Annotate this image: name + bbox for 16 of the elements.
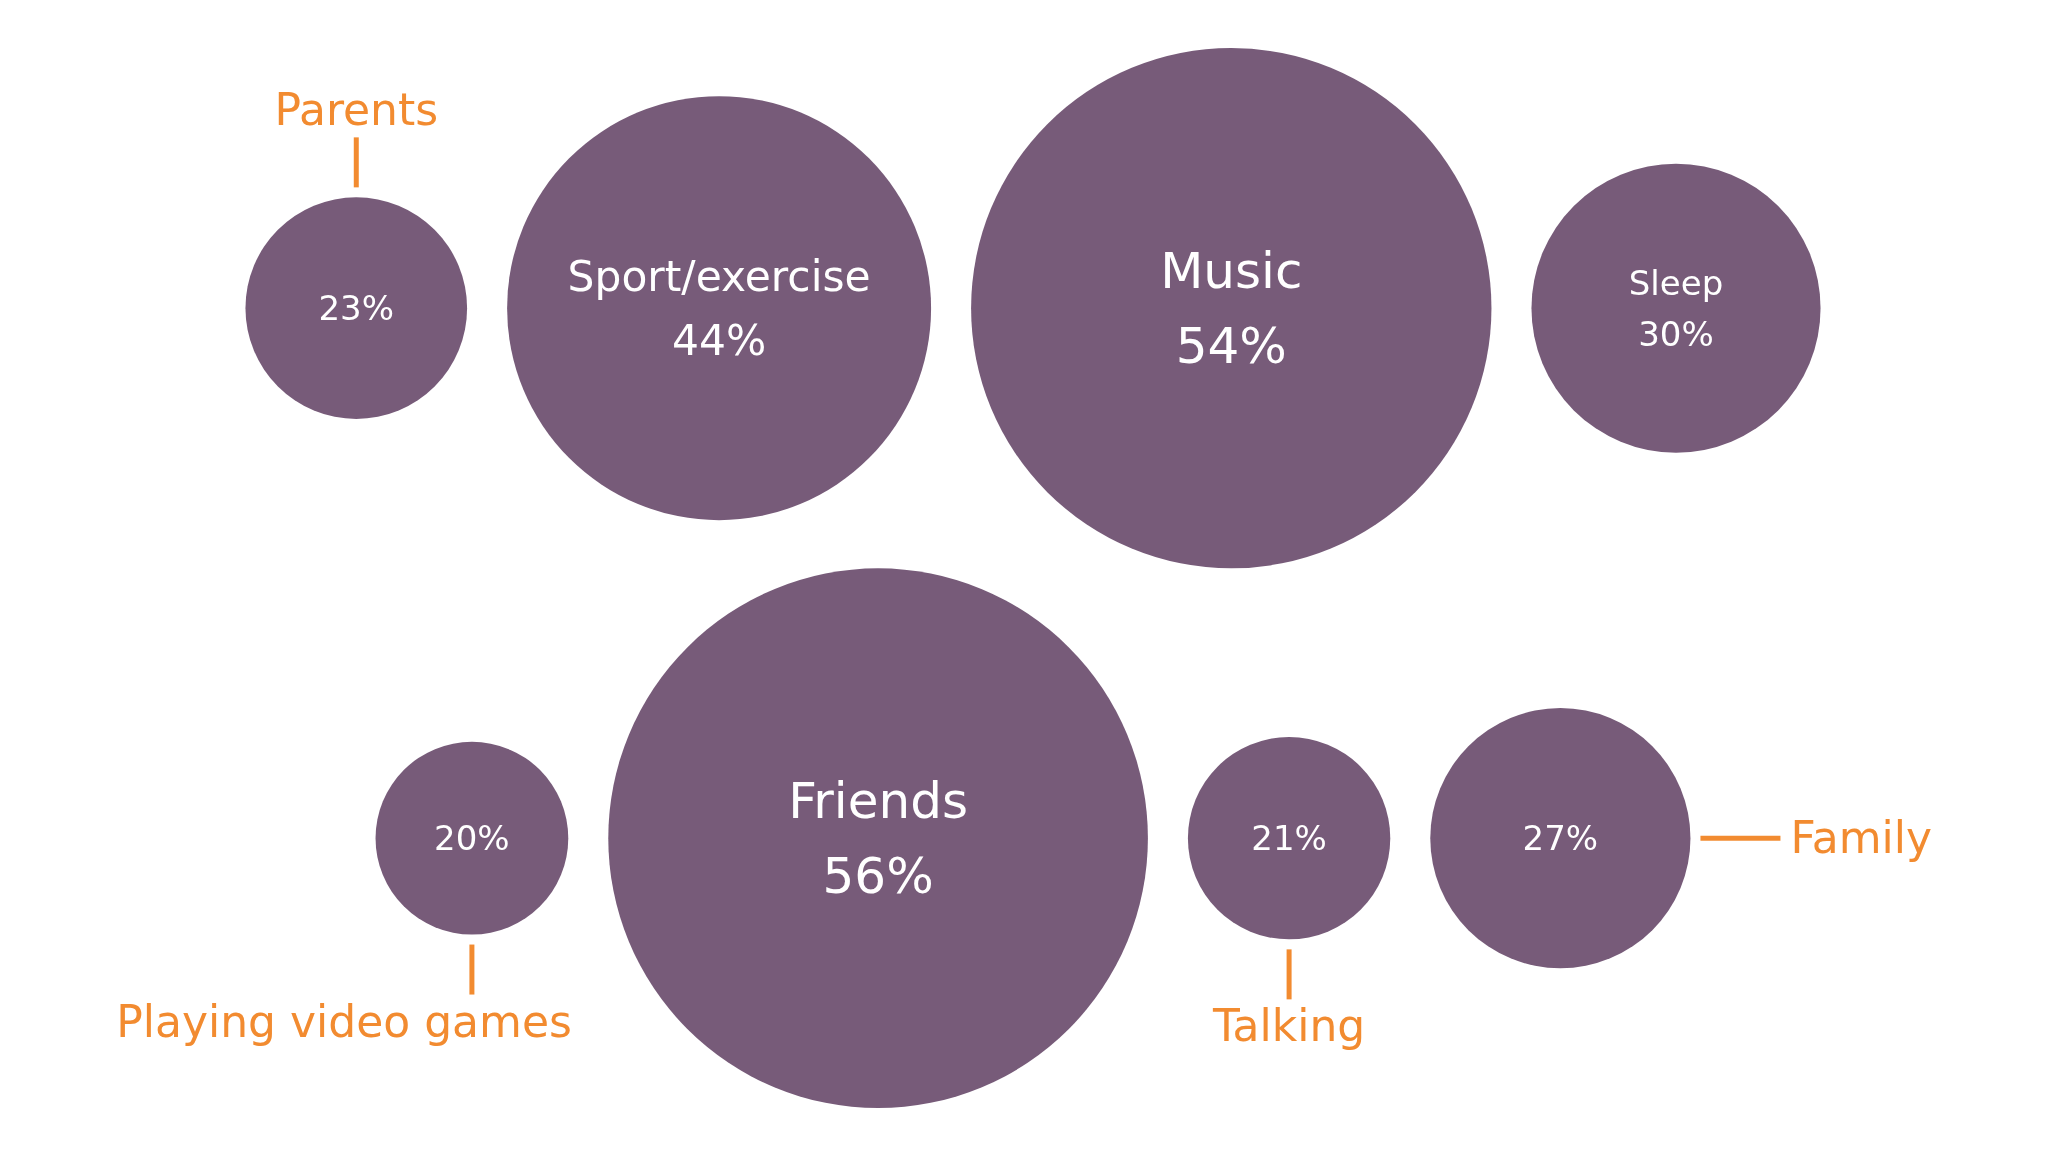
category-label: Music xyxy=(1160,242,1303,301)
data-label: 23% xyxy=(318,288,395,329)
category-label: Parents xyxy=(274,84,439,136)
data-label: 44% xyxy=(671,315,767,365)
data-label: 30% xyxy=(1638,313,1714,354)
category-label: Talking xyxy=(1211,1000,1366,1052)
category-label: Sport/exercise xyxy=(567,252,871,302)
data-label: 56% xyxy=(822,847,934,906)
data-label: 20% xyxy=(434,818,510,859)
data-label: 21% xyxy=(1251,818,1327,859)
category-label: Friends xyxy=(788,772,968,831)
category-label: Family xyxy=(1790,812,1933,864)
data-label: 27% xyxy=(1522,818,1599,859)
data-label: 54% xyxy=(1175,317,1287,376)
category-label: Sleep xyxy=(1628,262,1724,303)
category-label: Playing video games xyxy=(116,995,572,1047)
